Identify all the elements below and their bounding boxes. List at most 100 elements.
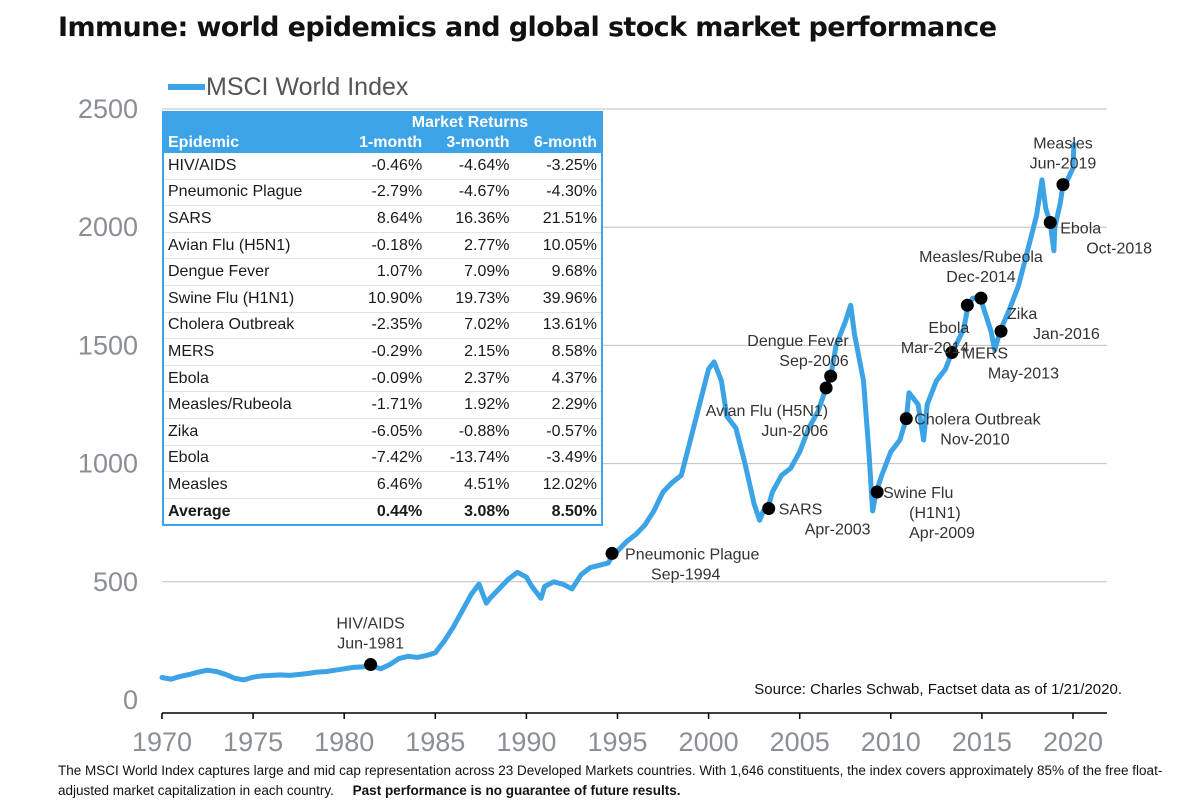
return-value-cell: 10.90%: [338, 285, 427, 313]
table-row: MERS -0.29% 2.15% 8.58%: [163, 338, 602, 366]
col-header-epidemic: Epidemic: [163, 133, 339, 153]
market-returns-table: Market Returns Epidemic 1-month 3-month …: [162, 111, 603, 527]
table-row: Avian Flu (H5N1) -0.18% 2.77% 10.05%: [163, 232, 602, 260]
return-value-cell: 13.61%: [513, 312, 602, 340]
annotation-label: Zika: [1007, 306, 1037, 323]
x-tick-label: 1975: [223, 727, 283, 757]
table-row: Dengue Fever 1.07% 7.09% 9.68%: [163, 258, 602, 286]
table-row: Cholera Outbreak -2.35% 7.02% 13.61%: [163, 312, 602, 340]
table-corner: [163, 112, 339, 133]
return-value-cell: -2.79%: [338, 179, 427, 207]
table-row: Zika -6.05% -0.88% -0.57%: [163, 418, 602, 446]
return-value-cell: -4.30%: [513, 179, 602, 207]
footnote-text: The MSCI World Index captures large and …: [58, 763, 1163, 798]
col-header-6-month: 6-month: [513, 133, 602, 153]
table-body: HIV/AIDS -0.46% -4.64% -3.25% Pneumonic Plag…: [163, 153, 602, 525]
footnote-disclaimer: Past performance is no guarantee of futu…: [352, 783, 681, 798]
return-value-cell: 1.92%: [426, 391, 514, 419]
epidemic-marker: [974, 291, 988, 305]
return-value-cell: 9.68%: [513, 258, 602, 286]
return-value-cell: 2.15%: [426, 338, 514, 366]
y-tick-label: 500: [93, 567, 138, 597]
table-row: HIV/AIDS -0.46% -4.64% -3.25%: [163, 153, 602, 180]
epidemic-marker: [762, 502, 776, 516]
annotation-label: Jun-2006: [761, 423, 828, 440]
epidemic-marker: [824, 369, 838, 383]
annotation-label: Avian Flu (H5N1): [706, 403, 828, 420]
annotation-label: Dengue Fever: [747, 333, 849, 350]
group-header: Market Returns: [338, 112, 602, 133]
epidemic-name-cell: Pneumonic Plague: [163, 179, 339, 207]
return-value-cell: -3.25%: [513, 153, 602, 180]
return-value-cell: -0.29%: [338, 338, 427, 366]
annotation-label: Swine Flu: [883, 485, 953, 502]
table-row: SARS 8.64% 16.36% 21.51%: [163, 205, 602, 233]
annotation-label: May-2013: [988, 365, 1059, 382]
annotation-label: Apr-2009: [909, 525, 975, 542]
table-group-header-row: Market Returns: [163, 112, 602, 133]
annotation-label: Mar-2014: [901, 340, 970, 357]
epidemic-marker: [960, 298, 974, 312]
table-row: Ebola -7.42% -13.74% -3.49%: [163, 445, 602, 473]
source-note: Source: Charles Schwab, Factset data as …: [754, 681, 1122, 698]
return-value-cell: 6.46%: [338, 471, 427, 499]
y-tick-label: 1500: [78, 330, 138, 360]
return-value-cell: -4.67%: [426, 179, 514, 207]
return-value-cell: 4.37%: [513, 365, 602, 393]
return-value-cell: -6.05%: [338, 418, 427, 446]
return-value-cell: 7.09%: [426, 258, 514, 286]
annotation-label: Ebola: [1060, 220, 1101, 237]
x-tick-label: 2010: [861, 727, 921, 757]
x-tick-label: 1970: [132, 727, 192, 757]
epidemic-name-cell: Zika: [163, 418, 339, 446]
return-value-cell: 8.58%: [513, 338, 602, 366]
annotation-label: Measles: [1033, 136, 1093, 153]
return-value-cell: 3.08%: [464, 502, 510, 520]
annotation-label: Cholera Outbreak: [914, 412, 1041, 429]
annotation-label: (H1N1): [909, 505, 961, 522]
epidemic-name-cell: SARS: [163, 205, 339, 233]
epidemic-marker: [1043, 215, 1057, 229]
return-value-cell: 2.37%: [426, 365, 514, 393]
annotation-label: Apr-2003: [805, 522, 871, 539]
x-tick-label: 1980: [314, 727, 374, 757]
epidemic-name-cell: Cholera Outbreak: [163, 312, 339, 340]
return-value-cell: 16.36%: [426, 205, 514, 233]
epidemic-marker: [899, 412, 913, 426]
epidemic-name-cell: MERS: [163, 338, 339, 366]
y-tick-label: 2000: [78, 212, 138, 242]
return-value-cell: -3.49%: [513, 445, 602, 473]
return-value-cell: -13.74%: [426, 445, 514, 473]
return-value-cell: -0.09%: [338, 365, 427, 393]
x-tick-label: 1985: [405, 727, 465, 757]
epidemic-name-cell: Swine Flu (H1N1): [163, 285, 339, 313]
x-tick-label: 2005: [770, 727, 830, 757]
annotation-label: SARS: [779, 502, 823, 519]
y-tick-label: 2500: [78, 94, 138, 124]
return-value-cell: 4.51%: [426, 471, 514, 499]
legend-label: MSCI World Index: [206, 73, 409, 101]
epidemic-name-cell: Ebola: [163, 445, 339, 473]
epidemic-name-cell: HIV/AIDS: [163, 153, 339, 180]
epidemic-marker: [945, 345, 959, 359]
annotation-label: MERS: [962, 345, 1008, 362]
return-value-cell: 7.02%: [426, 312, 514, 340]
return-value-cell: -0.57%: [513, 418, 602, 446]
x-tick-label: 2015: [952, 727, 1012, 757]
table-row: Measles 6.46% 4.51% 12.02%: [163, 471, 602, 499]
table-row: Pneumonic Plague -2.79% -4.67% -4.30%: [163, 179, 602, 207]
table-header-row: Epidemic 1-month 3-month 6-month: [163, 133, 602, 153]
annotation-label: Sep-2006: [779, 353, 848, 370]
return-value-cell: 21.51%: [513, 205, 602, 233]
return-value-cell: 1.07%: [338, 258, 427, 286]
chart-title: Immune: world epidemics and global stock…: [58, 12, 997, 43]
return-value-cell: 0.44%: [376, 502, 423, 520]
table-row: Measles/Rubeola -1.71% 1.92% 2.29%: [163, 391, 602, 419]
annotation-label: Measles/Rubeola: [919, 249, 1043, 266]
return-value-cell: -0.46%: [338, 153, 427, 180]
epidemic-marker: [1056, 178, 1070, 192]
x-tick-label: 1995: [587, 727, 647, 757]
epidemic-marker: [870, 485, 884, 499]
epidemic-name-cell: Avian Flu (H5N1): [163, 232, 339, 260]
annotation-label: Jun-2019: [1030, 156, 1097, 173]
